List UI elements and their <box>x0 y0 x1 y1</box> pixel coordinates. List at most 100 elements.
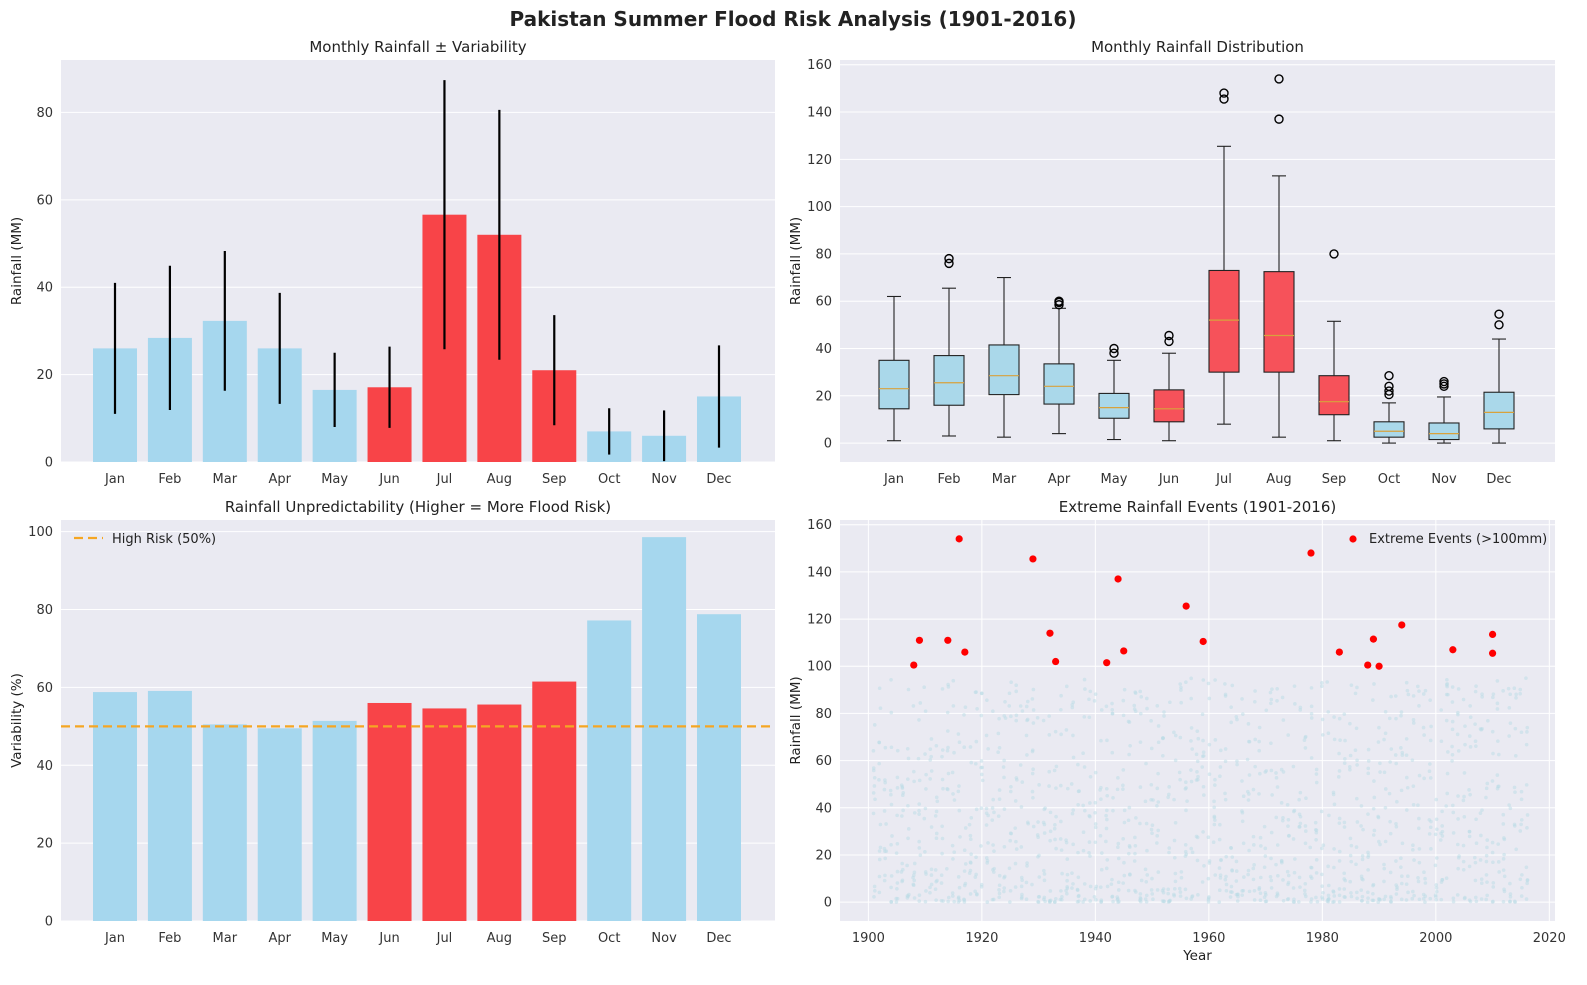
background-point <box>1349 891 1353 895</box>
background-point <box>1485 893 1489 898</box>
background-point <box>956 875 961 879</box>
outlier-point <box>1494 309 1504 319</box>
background-point <box>1246 872 1250 877</box>
background-point <box>1359 888 1364 892</box>
background-point <box>975 706 979 711</box>
background-point <box>1105 858 1110 862</box>
background-point <box>1240 819 1245 824</box>
outlier-point <box>1384 386 1394 396</box>
background-point <box>1121 713 1126 718</box>
background-point <box>1037 783 1041 787</box>
background-point <box>872 784 877 788</box>
background-point <box>1343 878 1348 883</box>
background-point <box>1241 712 1245 716</box>
outlier-point <box>1219 94 1229 104</box>
background-point <box>1451 899 1456 904</box>
extreme-event-point <box>944 636 952 644</box>
background-point <box>1099 797 1103 801</box>
background-point <box>906 687 911 692</box>
background-point <box>1013 885 1018 889</box>
background-point <box>1054 814 1058 819</box>
background-point <box>1446 750 1450 754</box>
background-point <box>996 731 1001 736</box>
background-point <box>1359 824 1363 828</box>
background-point <box>1404 775 1409 780</box>
background-point <box>1444 876 1449 881</box>
background-point <box>1303 824 1308 828</box>
y-axis-label: Rainfall (MM) <box>788 217 804 305</box>
background-point <box>1382 737 1386 742</box>
background-point <box>1519 730 1524 735</box>
background-point <box>1455 893 1460 897</box>
background-point <box>1189 739 1193 743</box>
background-point <box>1485 845 1489 850</box>
background-point <box>1314 837 1318 842</box>
background-point <box>1286 882 1290 887</box>
background-point <box>1433 832 1438 837</box>
background-point <box>1110 750 1115 755</box>
background-point <box>1372 828 1377 833</box>
background-point <box>956 895 961 900</box>
background-point <box>1314 830 1319 835</box>
background-point <box>968 868 973 873</box>
background-point <box>952 850 957 854</box>
background-point <box>1461 859 1466 864</box>
background-point <box>958 835 962 839</box>
background-point <box>1183 887 1188 892</box>
background-point <box>1126 888 1131 893</box>
background-point <box>912 896 917 900</box>
background-point <box>929 873 934 877</box>
background-point <box>1020 709 1025 713</box>
y-tick-label: 100 <box>28 525 53 540</box>
background-point <box>946 729 950 733</box>
x-tick-label: Jul <box>1215 472 1232 487</box>
background-point <box>1490 779 1495 783</box>
background-point <box>1122 687 1127 692</box>
y-tick-label: 80 <box>36 106 53 121</box>
background-point <box>1042 831 1047 835</box>
background-point <box>1190 747 1195 751</box>
background-point <box>991 843 995 847</box>
background-point <box>1491 692 1496 696</box>
background-point <box>1440 878 1444 882</box>
x-tick-label: Nov <box>1431 472 1457 487</box>
background-point <box>1190 850 1195 855</box>
background-point <box>1435 889 1439 894</box>
background-point <box>1099 867 1104 872</box>
background-point <box>1353 748 1358 752</box>
background-point <box>917 893 922 897</box>
background-point <box>1320 884 1324 888</box>
background-point <box>1258 891 1263 896</box>
background-point <box>934 809 939 814</box>
background-point <box>945 866 949 871</box>
background-point <box>1258 835 1263 840</box>
background-point <box>1400 874 1404 879</box>
background-point <box>1378 770 1382 774</box>
background-point <box>1291 764 1296 769</box>
x-axis-label: Year <box>1182 948 1212 964</box>
extreme-event-point <box>1488 649 1497 657</box>
background-point <box>1230 855 1235 859</box>
background-point <box>1327 813 1331 818</box>
background-point <box>968 833 973 838</box>
background-point <box>1275 698 1279 703</box>
background-point <box>1082 882 1087 886</box>
background-point <box>1309 704 1314 709</box>
background-point <box>1218 873 1223 878</box>
x-tick-label: Jan <box>883 472 904 487</box>
background-point <box>1139 878 1144 883</box>
background-point <box>1018 704 1023 708</box>
background-point <box>1394 716 1398 721</box>
background-point <box>1025 699 1030 704</box>
background-point <box>950 770 955 775</box>
background-point <box>1462 771 1467 775</box>
background-point <box>1490 840 1495 845</box>
background-point <box>1183 842 1188 847</box>
background-point <box>1189 696 1193 701</box>
background-point <box>984 823 989 827</box>
background-point <box>1172 797 1176 802</box>
background-point <box>1349 843 1354 848</box>
background-point <box>1314 780 1319 785</box>
background-point <box>1309 711 1314 716</box>
background-point <box>1495 773 1500 777</box>
